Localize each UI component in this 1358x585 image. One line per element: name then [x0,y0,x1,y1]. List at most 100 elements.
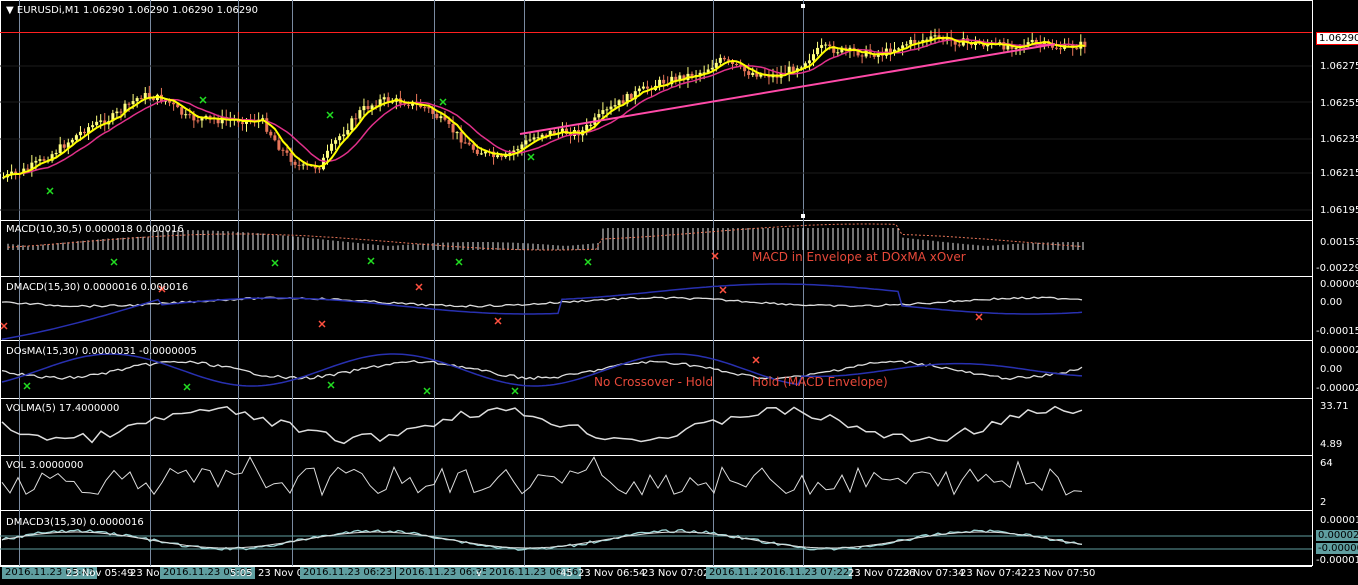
candle [350,118,354,131]
price-label: 1.06195 [1320,205,1358,216]
candle [435,113,439,119]
candle [1055,47,1058,49]
candle [180,107,184,115]
time-axis-label: 23 Nov 0 [258,568,303,579]
dosma-scale-label: -0.000026 [1316,383,1358,394]
candle [767,75,771,78]
buy-signal-marker [367,257,375,265]
dmacd-blue-line [1,283,1083,341]
candle [123,103,127,113]
candle [143,92,147,99]
candle [208,115,212,119]
candle [38,159,42,161]
candle [147,92,151,98]
time-axis-label: 2016.11.23 06:35 [396,567,492,579]
candle [58,144,62,153]
candle [929,36,933,40]
candle [483,151,487,154]
candle [876,53,880,57]
buy-signal-marker [584,258,592,266]
volma-scale-label: 33.71 [1320,401,1349,412]
time-axis-label: 23 Nov 07:34 [897,568,965,579]
candle [832,46,836,53]
candle [500,155,504,158]
candle [91,125,95,128]
dmacd-scale-label: -0.000153 [1316,326,1358,337]
candle [524,140,528,145]
candle [803,63,807,68]
candle [787,66,791,74]
volume-line [1,456,1083,497]
candle [386,97,390,103]
dmacd3-value-tag: -0.00000 [1316,543,1358,554]
candle [184,114,188,116]
candle [937,35,941,39]
candle [111,113,115,122]
candle [127,103,131,105]
candle [597,113,601,118]
time-axis-label: 23 Nov 06:54 [578,568,646,579]
candle [702,72,706,74]
dmacd3-pane-title: DMACD3(15,30) 0.0000016 [6,517,144,528]
candle [50,154,54,161]
macd-scale-label: 0.00153 [1320,237,1358,248]
candle [1083,41,1087,47]
time-axis-label: 2016.11.23 05:43 [2,567,98,579]
candle [10,171,14,175]
candle [216,119,220,124]
candle [301,164,305,166]
candle [74,135,78,140]
candle [220,116,224,124]
candle [759,73,763,77]
candle [236,119,240,123]
slow-moving-average [3,39,1085,178]
buy-signal-marker [183,383,191,391]
candle [115,111,119,114]
candle [913,39,917,44]
candle [957,44,961,46]
candle [334,140,338,144]
candle [168,99,172,103]
candle [516,149,520,151]
candle [1075,48,1079,50]
candle [342,134,346,137]
candle [807,60,811,64]
buy-signal-marker [110,258,118,266]
candle [645,86,649,89]
vol-scale-label: 2 [1320,497,1327,508]
chart-frame [0,0,1313,566]
sell-signal-marker [752,356,760,364]
macd-envelope-note: MACD in Envelope at DOxMA xOver [752,250,966,264]
candle [605,109,609,111]
candle [1014,47,1018,49]
time-axis-label: 2016.11.23 06:23 [300,567,396,579]
candle [87,127,91,134]
candle [544,134,548,136]
dropdown-arrow-icon[interactable]: ▼ [6,5,14,16]
sell-signal-marker [975,313,983,321]
candle [816,47,820,55]
candle [613,105,617,107]
candle [354,118,358,120]
candle [192,114,196,121]
candle [378,99,382,107]
candle [508,153,512,155]
buy-signal-marker [511,387,519,395]
candle [933,35,937,37]
buy-signal-marker [423,387,431,395]
candle [726,59,730,61]
candle [427,107,431,109]
crosshair-handle [801,4,805,8]
candle [297,164,301,166]
candle [34,160,38,163]
sell-signal-marker [719,286,727,294]
candle [1030,39,1034,43]
candle [285,150,289,153]
candle [42,159,46,161]
hold-envelope-note: Hold (MACD Envelope) [752,375,888,389]
candle [83,131,86,134]
buy-signal-marker [439,98,447,106]
candle [1002,42,1006,50]
